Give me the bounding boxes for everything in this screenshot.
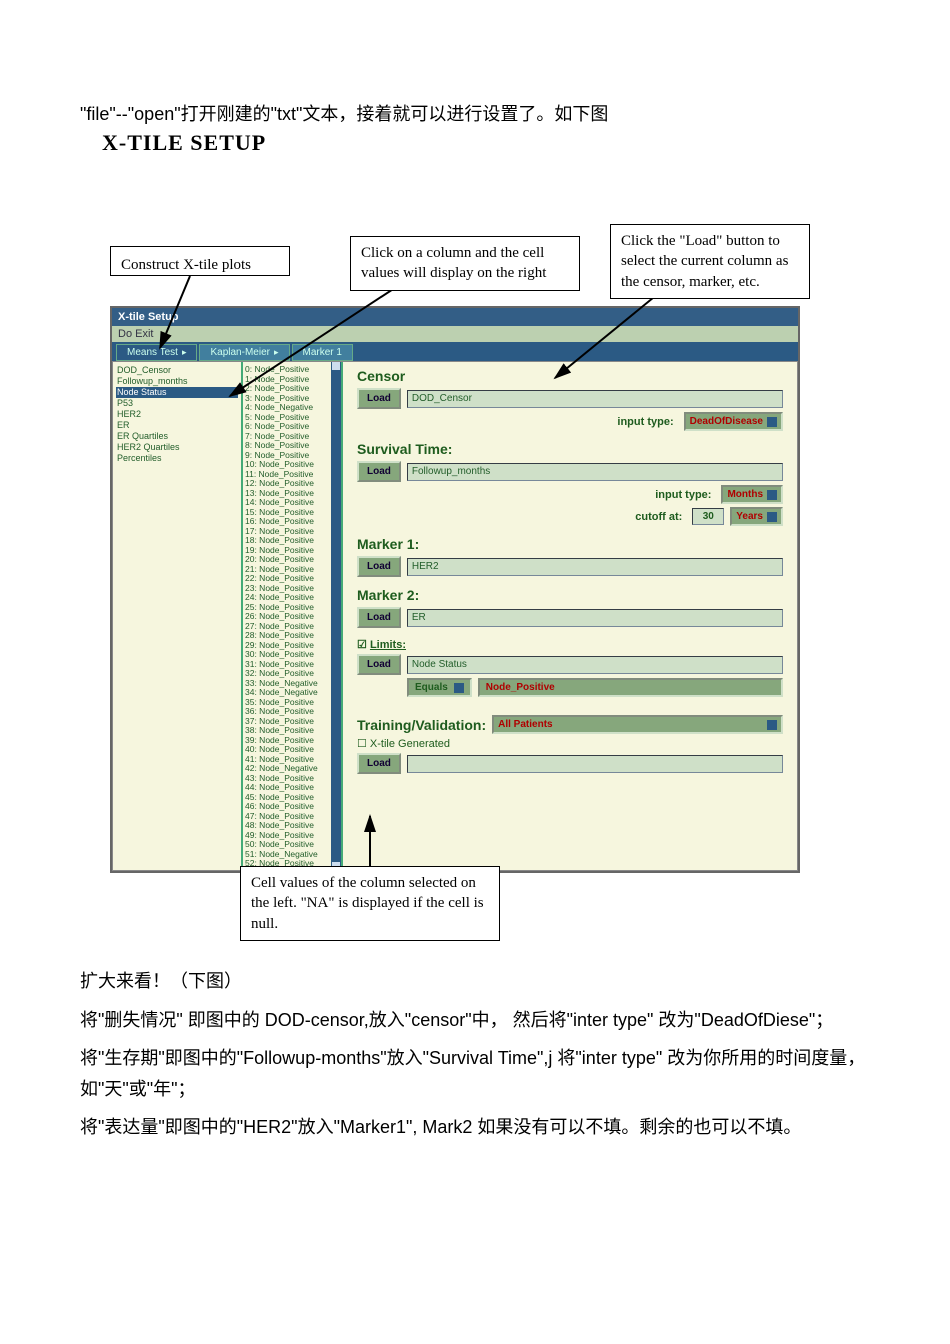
marker2-value: ER (407, 609, 783, 627)
column-item[interactable]: P53 (116, 398, 238, 409)
outro-4: 将"表达量"即图中的"HER2"放入"Marker1", Mark2 如果没有可… (80, 1112, 870, 1143)
limits-load-button[interactable]: Load (357, 654, 401, 675)
page-title: X-TILE SETUP (102, 130, 870, 156)
outro-2: 将"删失情况" 即图中的 DOD-censor,放入"censor"中， 然后将… (80, 1005, 870, 1036)
cell-values-list[interactable]: 0: Node_Positive1: Node_Positive2: Node_… (243, 362, 343, 870)
survival-value: Followup_months (407, 463, 783, 481)
tab-km[interactable]: Kaplan-Meier▸ (199, 344, 289, 361)
scrollbar[interactable] (331, 362, 341, 870)
trainval-header: Training/Validation: (357, 717, 486, 733)
callout-cellvalues: Cell values of the column selected on th… (240, 866, 500, 941)
survival-inputtype-select[interactable]: Months (721, 485, 783, 504)
column-item[interactable]: Node Status (116, 387, 238, 398)
censor-value: DOD_Censor (407, 390, 783, 408)
callout-column: Click on a column and the cell values wi… (350, 236, 580, 291)
marker2-load-button[interactable]: Load (357, 607, 401, 628)
trainval-select[interactable]: All Patients (492, 715, 783, 734)
marker2-header: Marker 2: (357, 587, 783, 603)
column-item[interactable]: Percentiles (116, 453, 238, 464)
column-item[interactable]: HER2 Quartiles (116, 442, 238, 453)
window-menu: Do Exit (112, 326, 798, 342)
xtile-window: X-tile Setup Do Exit Means Test▸ Kaplan-… (110, 306, 800, 873)
censor-inputtype-label: input type: (617, 416, 673, 428)
figure: Construct X-tile plots Click on a column… (70, 206, 840, 926)
marker1-load-button[interactable]: Load (357, 556, 401, 577)
tab-means[interactable]: Means Test▸ (116, 344, 197, 361)
censor-header: Censor (357, 368, 783, 384)
marker1-header: Marker 1: (357, 536, 783, 552)
column-item[interactable]: Followup_months (116, 376, 238, 387)
tab-marker1[interactable]: Marker 1 (292, 344, 353, 361)
intro-text: "file"--"open"打开刚建的"txt"文本，接着就可以进行设置了。如下… (80, 100, 870, 126)
column-item[interactable]: HER2 (116, 409, 238, 420)
survival-cutoff-unit[interactable]: Years (730, 507, 783, 526)
outro-1: 扩大来看！（下图） (80, 966, 870, 997)
trainval-value (407, 755, 783, 773)
censor-load-button[interactable]: Load (357, 388, 401, 409)
callout-construct: Construct X-tile plots (110, 246, 290, 276)
column-item[interactable]: ER (116, 420, 238, 431)
callout-load: Click the "Load" button to select the cu… (610, 224, 810, 299)
settings-panel: Censor Load DOD_Censor input type: DeadO… (343, 362, 797, 870)
tabs: Means Test▸ Kaplan-Meier▸ Marker 1 (112, 342, 798, 361)
survival-load-button[interactable]: Load (357, 461, 401, 482)
survival-cutoff-label: cutoff at: (635, 511, 682, 523)
limits-header[interactable]: ☑ Limits: (357, 638, 783, 651)
marker1-value: HER2 (407, 558, 783, 576)
window-title: X-tile Setup (112, 308, 798, 326)
survival-inputtype-label: input type: (655, 489, 711, 501)
outro-3: 将"生存期"即图中的"Followup-months"放入"Survival T… (80, 1043, 870, 1104)
column-item[interactable]: ER Quartiles (116, 431, 238, 442)
survival-header: Survival Time: (357, 441, 783, 457)
survival-cutoff-value[interactable]: 30 (692, 508, 724, 525)
trainval-load-button[interactable]: Load (357, 753, 401, 774)
column-list[interactable]: DOD_CensorFollowup_monthsNode StatusP53H… (113, 362, 243, 870)
censor-inputtype-select[interactable]: DeadOfDisease (684, 412, 783, 431)
trainval-xtile-gen[interactable]: ☐ X-tile Generated (357, 737, 783, 750)
limits-value: Node Status (407, 656, 783, 674)
limits-operator[interactable]: Equals (407, 678, 472, 697)
column-item[interactable]: DOD_Censor (116, 365, 238, 376)
limits-target[interactable]: Node_Positive (478, 678, 783, 697)
